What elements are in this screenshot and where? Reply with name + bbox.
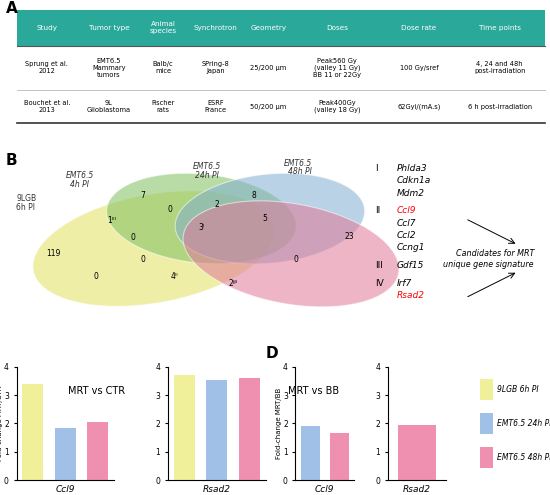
Text: EMT6.5 48h PI: EMT6.5 48h PI xyxy=(497,453,550,462)
Text: Peak400Gy
(valley 18 Gy): Peak400Gy (valley 18 Gy) xyxy=(314,100,361,113)
Text: Animal
species: Animal species xyxy=(150,21,177,34)
Text: Peak560 Gy
(valley 11 Gy)
BB 11 or 22Gy: Peak560 Gy (valley 11 Gy) BB 11 or 22Gy xyxy=(314,57,361,78)
Text: Ccl2: Ccl2 xyxy=(397,231,416,240)
Text: EMT6.5 24h PI: EMT6.5 24h PI xyxy=(497,419,550,428)
Text: Doses: Doses xyxy=(326,25,348,31)
Text: Synchrotron: Synchrotron xyxy=(194,25,238,31)
Text: Bouchet et al.
2013: Bouchet et al. 2013 xyxy=(24,100,70,113)
FancyBboxPatch shape xyxy=(16,10,544,46)
Text: ESRF
France: ESRF France xyxy=(205,100,227,113)
Text: EMT6.5
Mammary
tumors: EMT6.5 Mammary tumors xyxy=(92,58,125,78)
Text: 9LGB 6h PI: 9LGB 6h PI xyxy=(497,385,538,394)
Text: 48h PI: 48h PI xyxy=(288,167,312,177)
Text: 0: 0 xyxy=(141,254,146,264)
Bar xyxy=(398,425,436,480)
Text: Sprung et al.
2012: Sprung et al. 2012 xyxy=(25,61,68,74)
Y-axis label: Fold-change MRT/CTR: Fold-change MRT/CTR xyxy=(0,386,3,461)
Text: 6 h post-irradiation: 6 h post-irradiation xyxy=(468,103,532,109)
Text: Candidates for MRT
unique gene signature: Candidates for MRT unique gene signature xyxy=(443,249,534,269)
Text: 0: 0 xyxy=(167,205,172,214)
Text: Geometry: Geometry xyxy=(251,25,287,31)
Text: 2ᴶᵝ: 2ᴶᵝ xyxy=(228,279,238,288)
Text: EMT6.5: EMT6.5 xyxy=(192,162,221,171)
Text: Rsad2: Rsad2 xyxy=(397,291,425,300)
Text: B: B xyxy=(6,153,18,168)
Ellipse shape xyxy=(175,173,365,264)
Text: 1ᴵᴵᴵ: 1ᴵᴵᴵ xyxy=(107,216,116,225)
Text: 0: 0 xyxy=(94,272,98,281)
Text: 8: 8 xyxy=(252,191,256,200)
Bar xyxy=(330,434,349,480)
Bar xyxy=(87,422,108,480)
Text: 7: 7 xyxy=(141,191,146,200)
Text: IV: IV xyxy=(376,279,384,288)
Text: MRT vs BB: MRT vs BB xyxy=(288,386,339,396)
Text: III: III xyxy=(376,261,383,270)
Text: 4h PI: 4h PI xyxy=(70,180,89,189)
Bar xyxy=(480,447,493,468)
Text: 9L
Glioblastoma: 9L Glioblastoma xyxy=(87,100,131,113)
Ellipse shape xyxy=(107,173,296,264)
Text: 100 Gy/sref: 100 Gy/sref xyxy=(400,65,438,71)
Text: Fischer
rats: Fischer rats xyxy=(151,100,175,113)
Text: 9LGB: 9LGB xyxy=(16,194,37,203)
Text: D: D xyxy=(266,346,279,361)
Text: 3ᴵ: 3ᴵ xyxy=(198,223,205,232)
Text: A: A xyxy=(6,1,18,16)
Text: Mdm2: Mdm2 xyxy=(397,189,425,198)
Bar xyxy=(480,379,493,399)
Text: 0: 0 xyxy=(294,254,299,264)
Text: Cdkn1a: Cdkn1a xyxy=(397,176,431,185)
Bar xyxy=(174,375,195,480)
Text: 4, 24 and 48h
post-irradiation: 4, 24 and 48h post-irradiation xyxy=(474,61,525,74)
Bar xyxy=(55,428,76,480)
Ellipse shape xyxy=(183,201,399,307)
Text: I: I xyxy=(376,164,378,173)
Ellipse shape xyxy=(33,191,274,306)
Text: 4ᴵᴵ: 4ᴵᴵ xyxy=(171,272,179,281)
Text: EMT6.5: EMT6.5 xyxy=(284,159,312,168)
Text: 24h PI: 24h PI xyxy=(195,171,218,180)
Bar xyxy=(22,384,43,480)
Text: 2: 2 xyxy=(214,200,219,209)
Bar xyxy=(480,413,493,434)
Text: 5: 5 xyxy=(262,214,267,223)
Text: Ccl9: Ccl9 xyxy=(397,206,416,215)
Text: Dose rate: Dose rate xyxy=(402,25,437,31)
Text: Tumor type: Tumor type xyxy=(89,25,129,31)
Text: SPring-8
Japan: SPring-8 Japan xyxy=(202,61,230,74)
Text: Gdf15: Gdf15 xyxy=(397,261,424,270)
Text: 23: 23 xyxy=(344,232,354,241)
Y-axis label: Fold-change MRT/BB: Fold-change MRT/BB xyxy=(276,388,282,459)
Bar xyxy=(301,426,320,480)
Bar xyxy=(206,380,227,480)
Text: 25/200 μm: 25/200 μm xyxy=(250,65,287,71)
Text: Irf7: Irf7 xyxy=(397,279,412,288)
Text: 50/200 μm: 50/200 μm xyxy=(250,103,287,109)
Text: Time points: Time points xyxy=(478,25,521,31)
Text: EMT6.5: EMT6.5 xyxy=(66,171,94,180)
Text: 0: 0 xyxy=(130,234,135,243)
Text: Study: Study xyxy=(36,25,57,31)
Text: 6h PI: 6h PI xyxy=(16,203,36,212)
Text: Ccng1: Ccng1 xyxy=(397,243,425,252)
Text: 62Gyi/(mA.s): 62Gyi/(mA.s) xyxy=(398,103,441,110)
Text: Phlda3: Phlda3 xyxy=(397,164,427,173)
Text: Balb/c
mice: Balb/c mice xyxy=(153,61,173,74)
Text: 119: 119 xyxy=(46,249,60,258)
Text: II: II xyxy=(376,206,381,215)
Text: Ccl7: Ccl7 xyxy=(397,219,416,228)
Bar xyxy=(239,378,260,480)
Text: MRT vs CTR: MRT vs CTR xyxy=(68,386,125,396)
